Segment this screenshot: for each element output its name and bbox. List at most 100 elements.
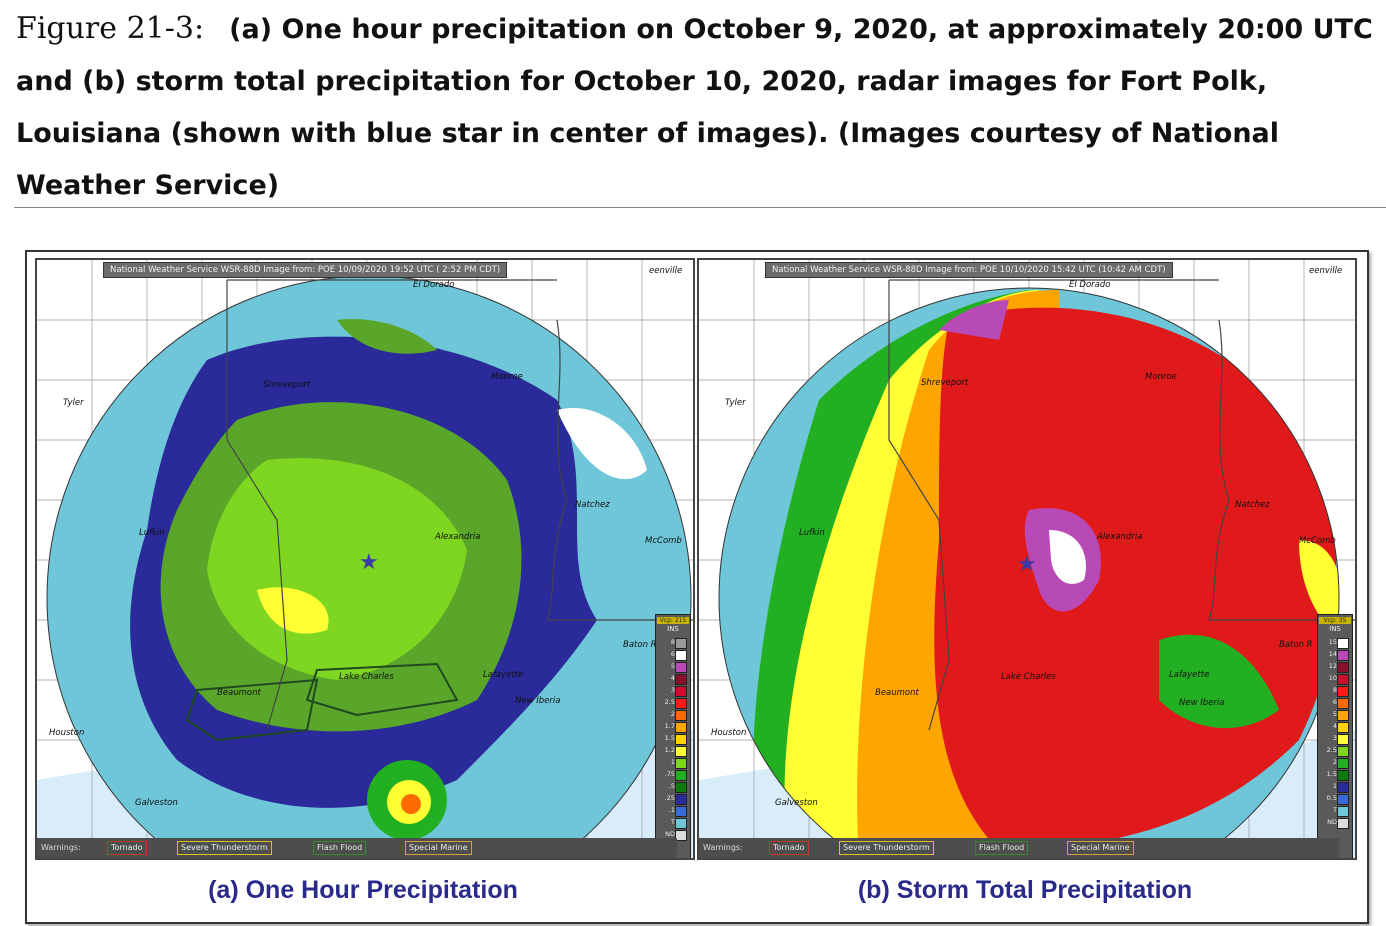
radar-image-one-hour [37, 260, 693, 858]
legend-entry: 1.5 [656, 733, 690, 745]
legend-swatch [1337, 758, 1349, 769]
legend-swatch [1337, 662, 1349, 673]
legend-swatch [1337, 638, 1349, 649]
place-label: Natchez [575, 500, 610, 510]
place-label: Galveston [775, 798, 818, 808]
legend-entry: 1.7 [656, 721, 690, 733]
place-label: Lake Charles [1001, 672, 1056, 682]
legend-swatch [1337, 782, 1349, 793]
legend-entry: T [656, 817, 690, 829]
legend-value: 2.5 [1326, 746, 1337, 754]
place-label: Monroe [491, 372, 523, 382]
place-label: Galveston [135, 798, 178, 808]
legend-swatch [1337, 674, 1349, 685]
place-label: El Dorado [413, 280, 455, 290]
warning-tornado: Tornado [769, 841, 809, 855]
place-label: Alexandria [435, 532, 481, 542]
legend-entry: ND [656, 829, 690, 841]
legend-entry: .75 [656, 769, 690, 781]
legend-entry: 15 [1318, 637, 1352, 649]
place-label: Shreveport [921, 378, 969, 388]
legend-swatch [675, 734, 687, 745]
place-label: eenville [1309, 266, 1343, 276]
legend-swatch [675, 662, 687, 673]
legend-entry: 1.5 [1318, 769, 1352, 781]
warnings-label: Warnings: [703, 843, 743, 852]
legend-value: 8 [1332, 686, 1337, 694]
legend-swatch [675, 638, 687, 649]
legend-entry: 1 [1318, 781, 1352, 793]
legend-value: 6 [670, 650, 675, 658]
legend-value: 2.5 [664, 698, 675, 706]
legend-swatch [675, 830, 687, 841]
legend-swatch [675, 698, 687, 709]
radar-image-storm-total [699, 260, 1355, 858]
place-label: McComb [645, 536, 682, 546]
legend-entry: .5 [656, 781, 690, 793]
legend-value: ND [1327, 818, 1337, 826]
warning-special-marine: Special Marine [405, 841, 472, 855]
legend-swatch [1337, 686, 1349, 697]
legend-value: 5 [1332, 710, 1337, 718]
legend-swatch [675, 794, 687, 805]
legend-value: 0.5 [1326, 794, 1337, 802]
place-label: McComb [1299, 536, 1336, 546]
legend-value: 3 [1332, 734, 1337, 742]
figure-caption-text: (a) One hour precipitation on October 9,… [16, 14, 1373, 201]
warning-flash-flood: Flash Flood [313, 841, 367, 855]
warning-severe-thunderstorm: Severe Thunderstorm [839, 841, 934, 855]
warnings-label: Warnings: [41, 843, 81, 852]
legend-value: 8 [670, 638, 675, 646]
legend-value: 15 [1328, 638, 1337, 646]
panel-title-a: (a) One Hour Precipitation [208, 876, 518, 904]
place-label: Baton R [1279, 640, 1313, 650]
legend-entry: 6 [656, 649, 690, 661]
fort-polk-star-icon: ★ [1017, 552, 1037, 577]
legend-entry: 6 [1318, 697, 1352, 709]
legend-value: 1.2 [664, 746, 675, 754]
warning-severe-thunderstorm: Severe Thunderstorm [177, 841, 272, 855]
place-label: Baton R [623, 640, 657, 650]
legend-swatch [675, 722, 687, 733]
legend-swatch [675, 686, 687, 697]
warnings-bar-b: Warnings: Tornado Severe Thunderstorm Fl… [699, 838, 1339, 858]
legend-entry: 4 [656, 673, 690, 685]
legend-value: 2 [670, 710, 675, 718]
legend-value: 1 [1332, 782, 1337, 790]
legend-entry: 1.2 [656, 745, 690, 757]
legend-value: 3 [670, 686, 675, 694]
place-label: Lake Charles [339, 672, 394, 682]
legend-value: 2 [1332, 758, 1337, 766]
legend-value: .5 [668, 782, 675, 790]
legend-value: .25 [664, 794, 675, 802]
legend-swatch [1337, 734, 1349, 745]
legend-entry: 2.5 [656, 697, 690, 709]
legend-value: 14 [1328, 650, 1337, 658]
radar-panel-b: National Weather Service WSR-88D Image f… [697, 258, 1357, 860]
legend-value: T [671, 818, 675, 826]
legend-swatch [675, 746, 687, 757]
legend-value: 4 [670, 674, 675, 682]
caption-divider [14, 207, 1386, 208]
legend-swatch [675, 806, 687, 817]
place-label: Shreveport [263, 380, 311, 390]
legend-value: 12 [1328, 662, 1337, 670]
place-label: Alexandria [1097, 532, 1143, 542]
legend-swatch [1337, 770, 1349, 781]
legend-value: 1.5 [664, 734, 675, 742]
legend-entry: 5 [1318, 709, 1352, 721]
place-label: New Iberia [515, 696, 561, 706]
legend-value: ND [665, 830, 675, 838]
legend-entry: ND [1318, 817, 1352, 829]
place-label: Tyler [63, 398, 84, 408]
legend-value: 6 [1332, 698, 1337, 706]
warnings-bar-a: Warnings: Tornado Severe Thunderstorm Fl… [37, 838, 677, 858]
legend-entry: 5 [656, 661, 690, 673]
panel-title-b: (b) Storm Total Precipitation [857, 876, 1193, 904]
legend-entry: 12 [1318, 661, 1352, 673]
legend-vcp: Vcp: 215 [657, 617, 689, 624]
place-label: Natchez [1235, 500, 1270, 510]
legend-value: 10 [1328, 674, 1337, 682]
legend-swatch [675, 650, 687, 661]
legend-value: 1 [670, 758, 675, 766]
